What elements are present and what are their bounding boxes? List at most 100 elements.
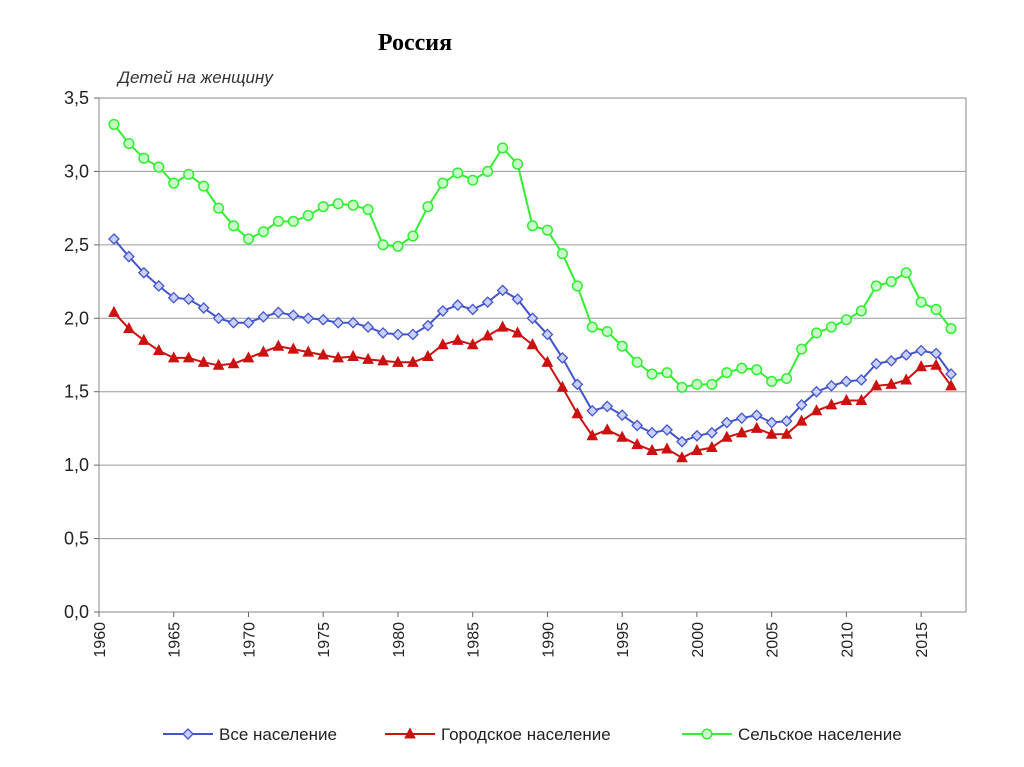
data-point xyxy=(392,328,404,341)
data-point xyxy=(661,423,673,436)
data-point xyxy=(198,180,210,192)
data-point xyxy=(541,224,553,236)
legend-item-1: Все население xyxy=(163,725,337,744)
data-point xyxy=(930,358,942,370)
grid-lines xyxy=(99,97,966,613)
data-point xyxy=(168,177,180,189)
data-point xyxy=(362,321,374,334)
data-point xyxy=(810,327,823,339)
data-point xyxy=(571,407,584,419)
data-point xyxy=(631,438,643,450)
legend-marker xyxy=(701,728,713,740)
data-point xyxy=(138,333,150,345)
data-point xyxy=(272,306,285,319)
data-point xyxy=(257,345,270,357)
data-point xyxy=(676,381,688,393)
data-point xyxy=(167,291,180,304)
data-point xyxy=(347,349,359,361)
data-point xyxy=(825,321,838,333)
data-point xyxy=(212,312,225,325)
data-point xyxy=(631,356,643,368)
data-point xyxy=(616,340,628,352)
data-point xyxy=(152,344,165,356)
data-point xyxy=(915,360,927,372)
data-point xyxy=(422,201,434,213)
x-tick-label: 2010 xyxy=(839,622,856,658)
data-point xyxy=(781,372,793,385)
data-point xyxy=(482,165,494,177)
data-point xyxy=(945,323,957,335)
data-point xyxy=(796,343,808,355)
data-point xyxy=(123,321,135,334)
data-point xyxy=(571,378,584,391)
data-point xyxy=(377,239,389,251)
data-point xyxy=(601,325,613,338)
data-point xyxy=(406,328,419,341)
data-point xyxy=(661,442,673,454)
plot-area-frame xyxy=(98,97,967,613)
data-point xyxy=(272,215,284,227)
data-point xyxy=(332,316,345,329)
data-point xyxy=(616,409,629,422)
data-point xyxy=(257,310,270,323)
data-point xyxy=(108,233,120,245)
data-point xyxy=(601,423,614,435)
data-point xyxy=(840,375,853,388)
data-point xyxy=(302,209,314,222)
legend-marker xyxy=(404,727,416,739)
data-point xyxy=(511,293,524,306)
data-point xyxy=(721,367,733,379)
data-point xyxy=(780,427,793,439)
data-point xyxy=(646,368,658,380)
data-point xyxy=(825,398,838,410)
data-point xyxy=(481,296,494,309)
data-point xyxy=(765,427,778,439)
data-point xyxy=(227,220,240,232)
legend-item-2: Городское население xyxy=(385,725,611,744)
data-point xyxy=(122,250,135,263)
y-tick-label: 0,0 xyxy=(64,602,89,622)
data-point xyxy=(885,377,898,389)
series-1 xyxy=(108,233,957,448)
data-point xyxy=(541,328,554,341)
x-tick-label: 1995 xyxy=(615,622,632,658)
data-point xyxy=(466,303,479,316)
data-point xyxy=(780,415,793,428)
data-point xyxy=(362,204,374,216)
data-point xyxy=(377,354,389,366)
legend-label: Все население xyxy=(219,725,337,744)
data-point xyxy=(556,352,569,364)
data-point xyxy=(362,352,374,364)
data-point xyxy=(242,316,255,329)
data-point xyxy=(467,174,479,186)
data-point xyxy=(840,393,853,406)
data-point xyxy=(422,349,434,361)
data-point xyxy=(496,320,509,332)
series-3 xyxy=(108,118,957,393)
x-tick-label: 1965 xyxy=(167,622,184,658)
data-point xyxy=(900,349,913,361)
data-point xyxy=(751,364,763,376)
data-point xyxy=(750,409,763,422)
data-point xyxy=(213,202,225,214)
legend-item-3: Сельское население xyxy=(682,725,902,744)
data-point xyxy=(945,368,957,381)
data-point xyxy=(287,309,300,322)
data-point xyxy=(526,312,539,325)
x-tick-label: 1990 xyxy=(540,622,557,658)
x-tick-label: 1960 xyxy=(92,622,109,658)
data-point xyxy=(421,319,434,332)
data-point xyxy=(511,326,524,338)
data-point xyxy=(676,435,688,448)
series-line xyxy=(113,311,952,459)
data-point xyxy=(332,198,344,210)
data-point xyxy=(735,426,748,438)
series-group xyxy=(108,118,957,463)
data-point xyxy=(870,379,883,391)
data-point xyxy=(571,280,583,292)
data-point xyxy=(392,355,404,367)
data-point xyxy=(750,421,763,433)
data-point xyxy=(197,355,210,367)
legend-marker xyxy=(182,728,194,740)
data-point xyxy=(436,338,449,350)
